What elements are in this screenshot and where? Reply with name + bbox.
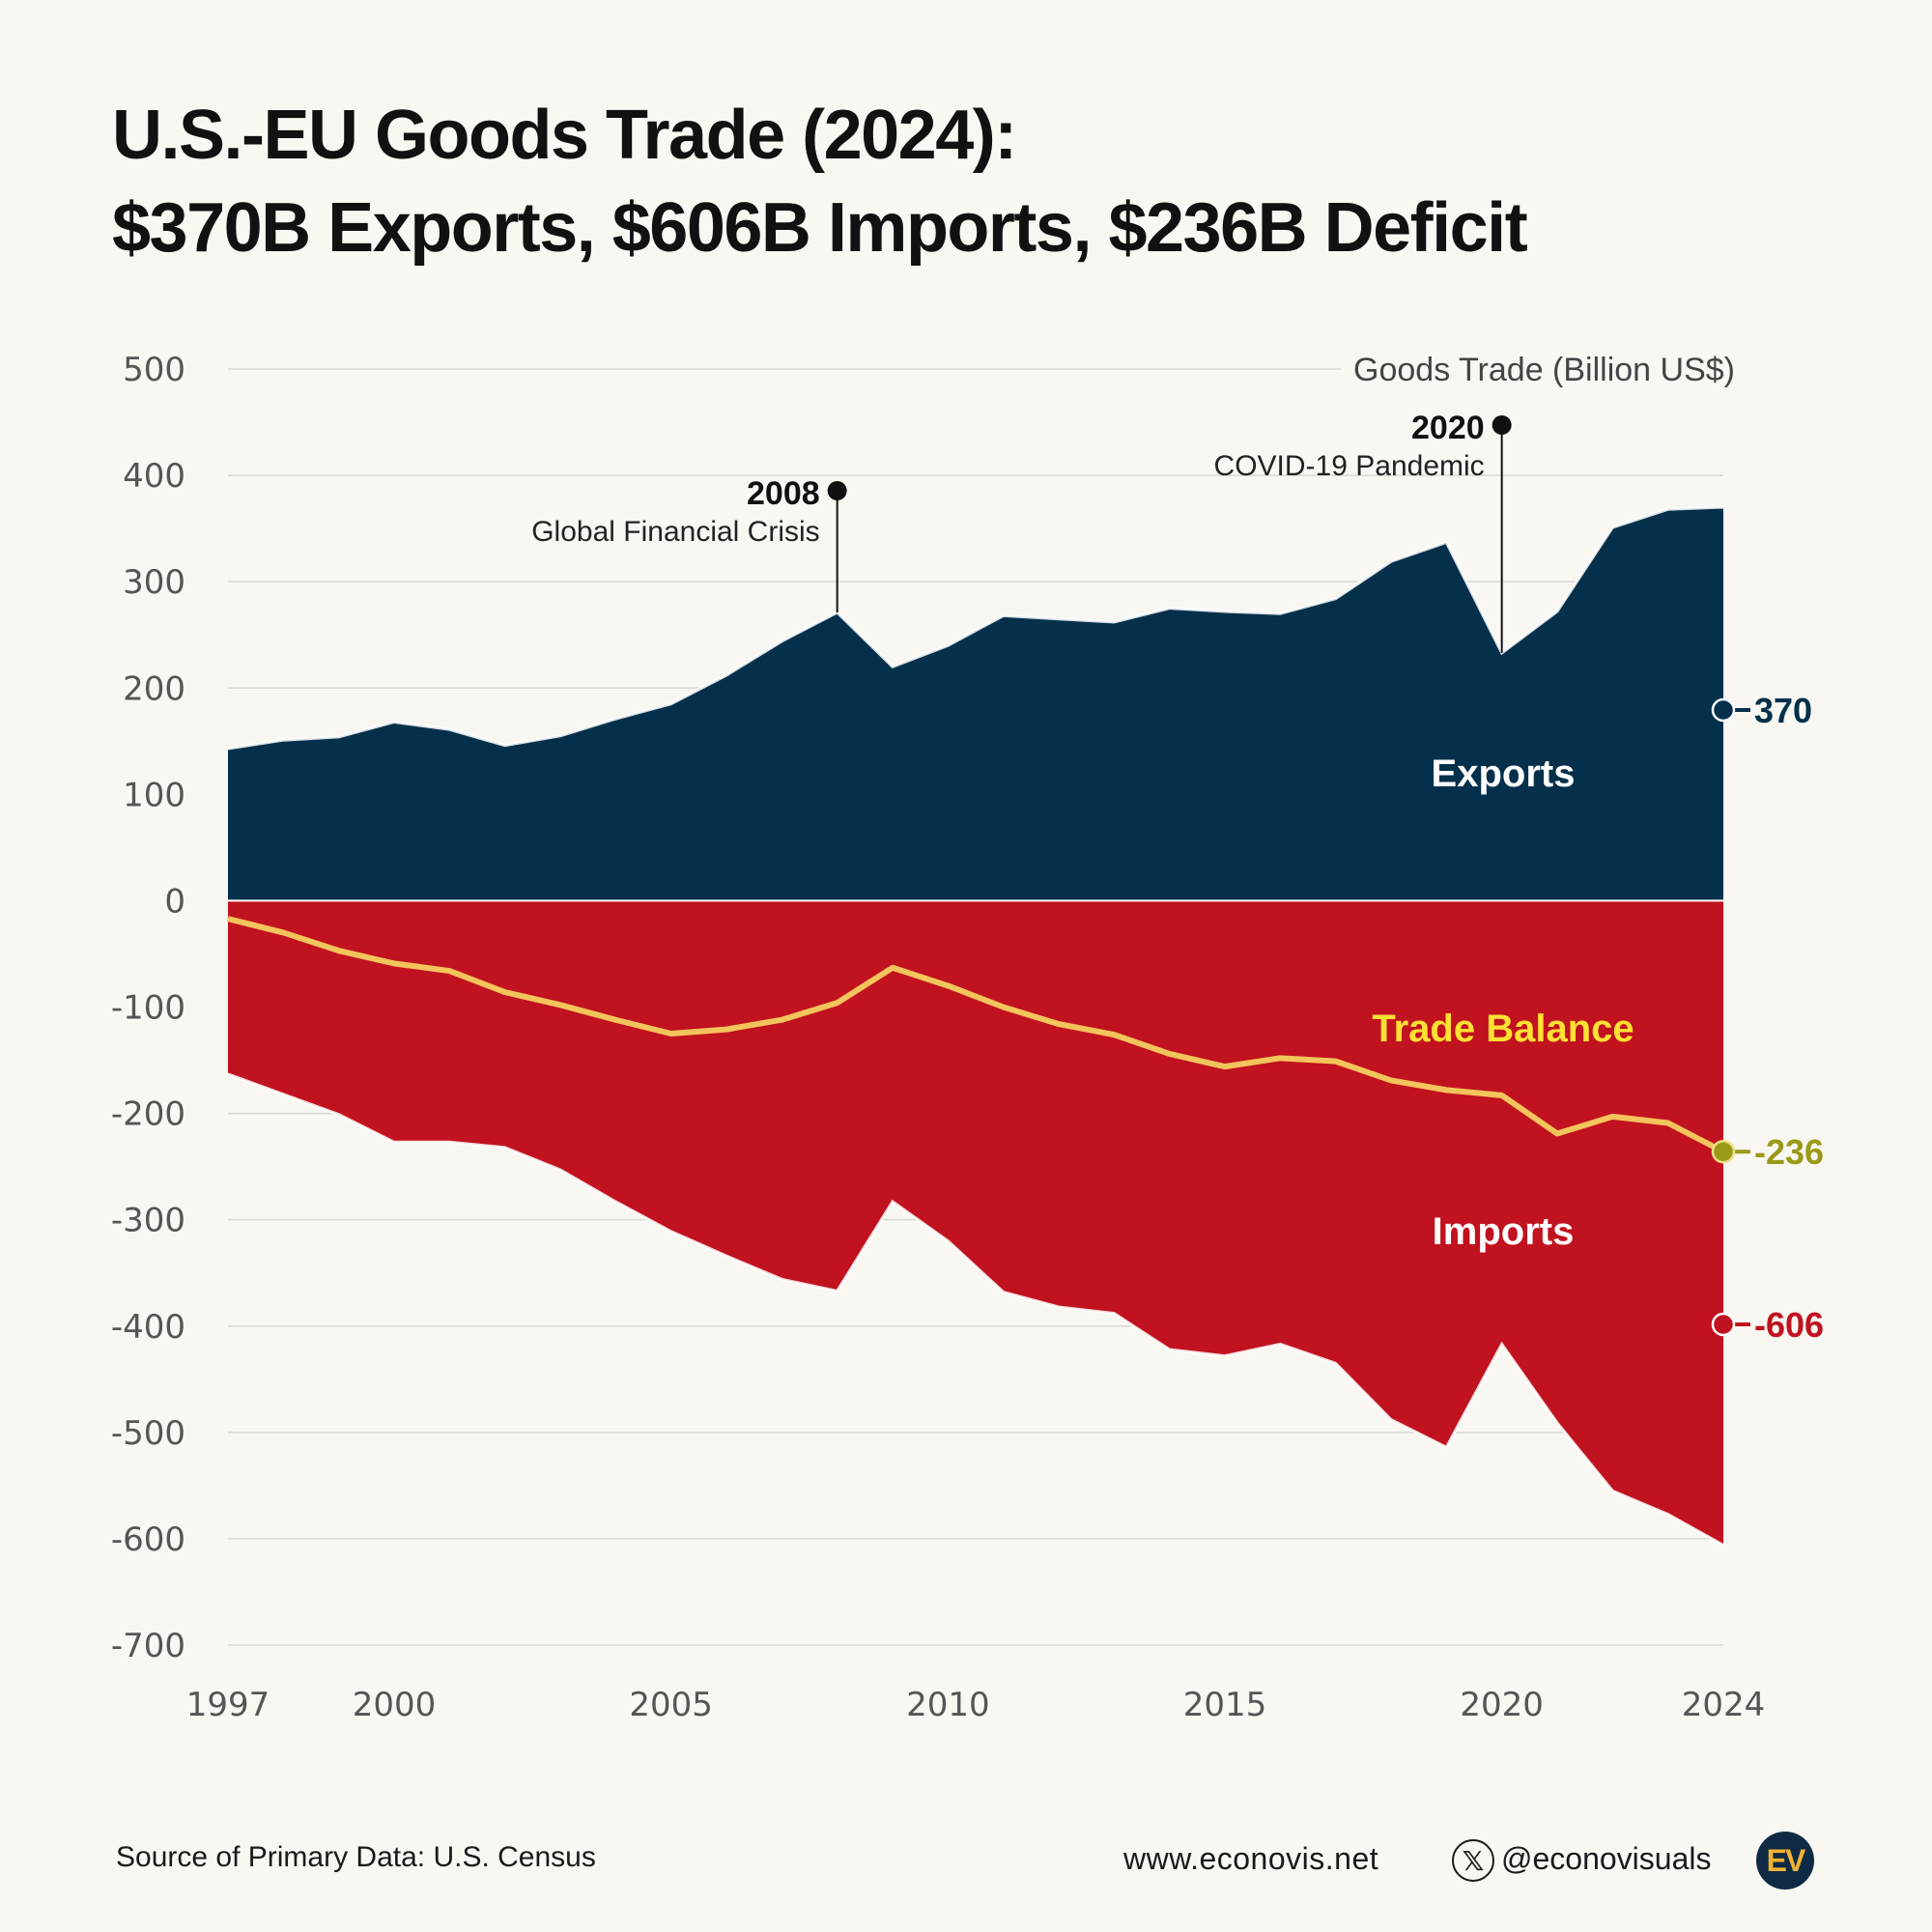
y-tick-label: -200 — [111, 1095, 185, 1134]
x-tick-label: 2000 — [353, 1686, 437, 1724]
balance-end-value-label: -236 — [1754, 1132, 1824, 1172]
exports-edge — [227, 505, 1724, 751]
exports-series-label: Exports — [1432, 753, 1576, 795]
annotation-text: COVID-19 Pandemic — [1214, 450, 1485, 482]
x-tick-label: 2015 — [1183, 1686, 1267, 1724]
imports-end-marker — [1711, 1312, 1736, 1337]
exports-area — [228, 507, 1723, 901]
annotation-text: Global Financial Crisis — [531, 516, 819, 548]
page-title: U.S.-EU Goods Trade (2024): $370B Export… — [112, 89, 1528, 274]
y-tick-label: -600 — [111, 1520, 185, 1559]
website-link[interactable]: www.econovis.net — [1123, 1841, 1379, 1876]
x-tick-label: 2024 — [1682, 1686, 1766, 1724]
y-tick-label: 100 — [123, 776, 185, 814]
unit-label: Goods Trade (Billion US$) — [1353, 352, 1735, 388]
y-tick-label: 0 — [164, 882, 185, 921]
social-handle[interactable]: @econovisuals — [1501, 1841, 1712, 1876]
imports-edge — [227, 1072, 1724, 1547]
x-logo-icon[interactable]: 𝕏 — [1452, 1839, 1494, 1882]
axis-layer: 500 400 300 200 100 0 -100 -200 -300 -400 -500 -600… — [111, 351, 1765, 1724]
x-tick-label: 2020 — [1460, 1686, 1544, 1724]
label-layer: Exports Trade Balance Imports 370 -236 -606 — [1372, 691, 1824, 1345]
annotation-dot — [827, 481, 847, 500]
source-note: Source of Primary Data: U.S. Census — [116, 1841, 596, 1873]
x-tick-label: 2005 — [629, 1686, 713, 1724]
y-tick-label: 400 — [123, 457, 185, 496]
area-layer — [227, 505, 1724, 1547]
annotation-dot — [1492, 415, 1512, 435]
annotation-year: 2008 — [747, 475, 820, 512]
y-tick-label: 300 — [123, 563, 185, 602]
y-tick-label: -700 — [111, 1627, 185, 1665]
exports-end-marker — [1711, 697, 1736, 723]
trade-balance-line — [227, 916, 1725, 1154]
line-layer — [227, 916, 1725, 1154]
y-tick-label: 200 — [123, 669, 185, 708]
y-tick-label: -500 — [111, 1414, 185, 1453]
imports-area — [228, 900, 1723, 1546]
imports-end-value-label: -606 — [1754, 1305, 1824, 1345]
y-tick-label: -100 — [111, 989, 185, 1028]
ev-logo: EV — [1756, 1832, 1814, 1889]
x-tick-label: 2010 — [906, 1686, 990, 1724]
y-tick-label: -400 — [111, 1308, 185, 1347]
y-tick-label: 500 — [123, 351, 185, 389]
imports-series-label: Imports — [1433, 1210, 1575, 1253]
y-tick-label: -300 — [111, 1202, 185, 1240]
annotation-year: 2020 — [1411, 410, 1485, 446]
balance-end-marker — [1711, 1139, 1736, 1164]
exports-end-value-label: 370 — [1754, 691, 1812, 730]
trade-balance-series-label: Trade Balance — [1372, 1008, 1634, 1050]
annotation-layer: 2008 Global Financial Crisis 2020 COVID-19 … — [531, 410, 1512, 653]
x-tick-label: 1997 — [186, 1686, 270, 1724]
title-line-1: U.S.-EU Goods Trade (2024): — [112, 97, 1017, 174]
title-line-2: $370B Exports, $606B Imports, $236B Defi… — [112, 189, 1528, 267]
